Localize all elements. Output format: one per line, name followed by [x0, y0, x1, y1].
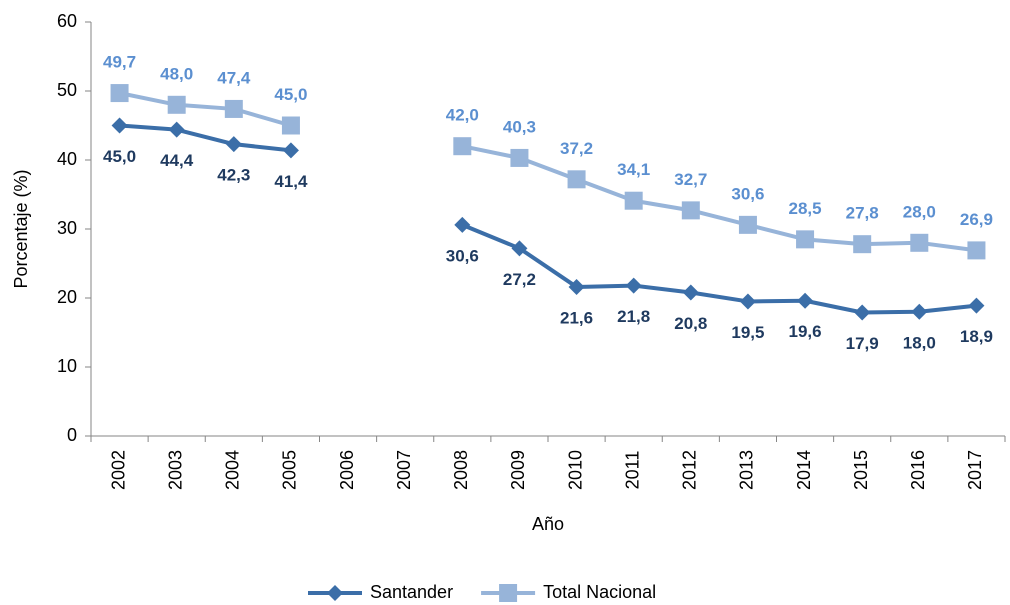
point-marker — [624, 191, 643, 210]
value-label: 19,5 — [731, 323, 764, 342]
value-label: 19,6 — [789, 322, 822, 341]
point-marker — [625, 277, 642, 294]
point-marker — [682, 284, 699, 301]
point-marker — [911, 303, 928, 320]
value-label: 27,2 — [503, 270, 536, 289]
point-marker — [796, 230, 815, 249]
point-marker — [511, 240, 528, 257]
value-label: 20,8 — [674, 314, 707, 333]
x-tick-label: 2016 — [908, 450, 928, 490]
value-label: 28,5 — [789, 199, 822, 218]
point-marker — [282, 142, 299, 159]
y-tick-label: 20 — [57, 287, 77, 307]
value-label: 41,4 — [274, 172, 308, 191]
x-tick-label: 2017 — [965, 450, 985, 490]
y-tick-label: 40 — [57, 149, 77, 169]
value-label: 17,9 — [846, 334, 879, 353]
value-label: 30,6 — [731, 184, 764, 203]
point-marker — [968, 297, 985, 314]
point-marker — [111, 117, 128, 134]
value-label: 21,6 — [560, 308, 593, 327]
value-label: 26,9 — [960, 210, 993, 229]
value-label: 30,6 — [446, 246, 479, 265]
point-marker — [854, 304, 871, 321]
value-label: 27,8 — [846, 204, 879, 223]
x-tick-label: 2011 — [622, 451, 642, 490]
point-marker — [168, 121, 185, 138]
value-label: 42,3 — [217, 166, 250, 185]
series-line — [119, 91, 977, 253]
x-axis-title: Año — [532, 514, 564, 534]
value-label: 37,2 — [560, 139, 593, 158]
value-label: 40,3 — [503, 117, 536, 136]
value-label: 34,1 — [617, 160, 650, 179]
point-marker — [225, 136, 242, 153]
point-marker — [454, 216, 471, 233]
x-tick-label: 2012 — [680, 450, 700, 490]
value-label: 44,4 — [160, 151, 194, 170]
x-tick-label: 2007 — [394, 450, 414, 490]
y-axis-title: Porcentaje (%) — [11, 169, 31, 288]
point-marker — [167, 95, 186, 114]
value-label: 47,4 — [217, 68, 251, 87]
point-marker — [568, 278, 585, 295]
point-marker — [510, 148, 529, 167]
x-tick-label: 2014 — [794, 450, 814, 490]
x-tick-label: 2015 — [851, 450, 871, 490]
point-marker — [739, 293, 756, 310]
series-line — [119, 123, 977, 315]
y-tick-label: 0 — [67, 425, 77, 445]
y-tick-label: 10 — [57, 356, 77, 376]
y-tick-label: 30 — [57, 218, 77, 238]
x-tick-label: 2002 — [108, 450, 128, 490]
x-tick-label: 2008 — [451, 450, 471, 490]
value-label: 42,0 — [446, 106, 479, 125]
x-tick-label: 2009 — [508, 450, 528, 490]
value-label: 18,0 — [903, 333, 936, 352]
value-label: 28,0 — [903, 202, 936, 221]
x-tick-label: 2006 — [337, 450, 357, 490]
value-label: 18,9 — [960, 327, 993, 346]
point-marker — [967, 241, 986, 260]
point-marker — [681, 201, 700, 220]
y-tick-label: 60 — [57, 11, 77, 31]
point-marker — [453, 137, 472, 156]
value-label: 49,7 — [103, 53, 136, 72]
value-label: 45,0 — [103, 147, 136, 166]
point-marker — [853, 235, 872, 254]
point-marker — [110, 84, 129, 103]
point-marker — [738, 215, 757, 234]
value-label: 32,7 — [674, 170, 707, 189]
x-tick-label: 2005 — [280, 450, 300, 490]
legend-marker — [499, 584, 518, 602]
x-tick-label: 2003 — [165, 450, 185, 490]
x-tick-label: 2010 — [565, 450, 585, 490]
value-label: 45,0 — [274, 85, 307, 104]
point-marker — [224, 99, 243, 118]
legend-marker — [327, 585, 343, 601]
point-marker — [797, 292, 814, 309]
x-tick-label: 2004 — [223, 450, 243, 490]
value-label: 21,8 — [617, 307, 650, 326]
legend-label: Santander — [370, 582, 453, 602]
point-marker — [281, 116, 300, 135]
point-marker — [567, 170, 586, 189]
point-marker — [910, 233, 929, 252]
legend-label: Total Nacional — [543, 582, 656, 602]
x-tick-label: 2013 — [737, 450, 757, 490]
y-tick-label: 50 — [57, 80, 77, 100]
value-label: 48,0 — [160, 64, 193, 83]
